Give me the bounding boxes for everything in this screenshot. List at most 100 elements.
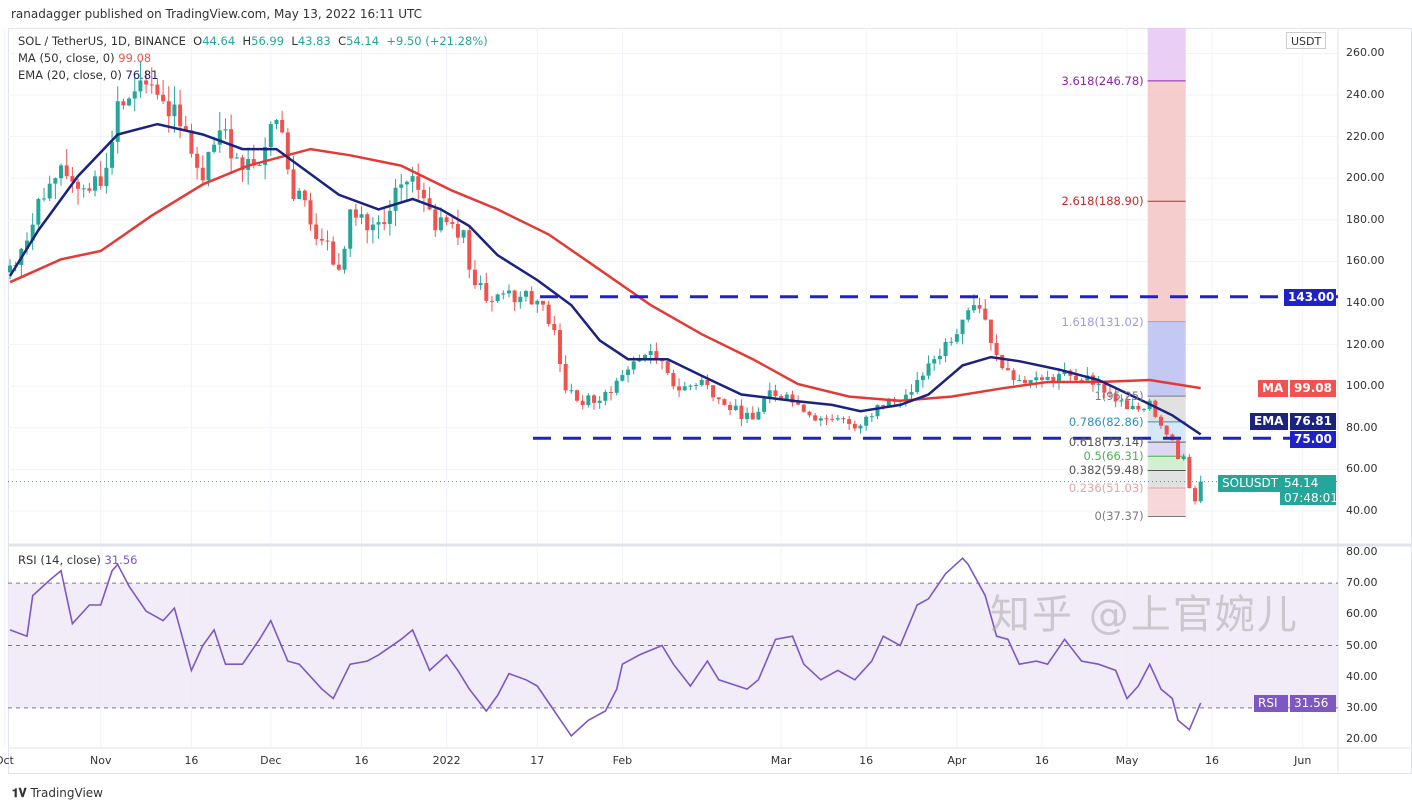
candle-body [994, 342, 999, 355]
candle-body [1051, 376, 1056, 384]
price-tick-label: 200.00 [1346, 171, 1385, 185]
candle-body [756, 411, 761, 420]
candle-body [609, 392, 614, 394]
legend-rsi[interactable]: RSI (14, close) 31.56 [18, 553, 137, 567]
rsi-label: RSI (14, close) [18, 553, 101, 567]
candle-body [1193, 488, 1198, 502]
candle-body [881, 404, 886, 407]
rsi-badge-label: RSI [1254, 695, 1288, 712]
candle-body [506, 290, 511, 294]
candle-body [104, 167, 109, 186]
ma-label: MA (50, close, 0) [18, 51, 115, 65]
time-tick-label: Dec [260, 754, 282, 767]
candle-body [909, 392, 914, 395]
price-tick-label: 80.00 [1346, 420, 1378, 434]
candle-body [195, 153, 200, 168]
symbol-name[interactable]: SOL / TetherUS, 1D, BINANCE [18, 34, 186, 48]
candle-body [410, 176, 415, 182]
time-tick-label: 17 [530, 754, 545, 767]
candle-body [1102, 384, 1107, 393]
candle-body [433, 209, 438, 231]
rsi-tick-label: 80.00 [1346, 545, 1378, 558]
candle-body [121, 101, 126, 106]
candle-body [42, 198, 47, 200]
candle-body [869, 416, 874, 418]
candle-body [1034, 377, 1039, 381]
candle-body [1142, 409, 1146, 411]
candle-body [682, 386, 687, 391]
candle-body [773, 390, 778, 397]
currency-badge[interactable]: USDT [1286, 32, 1327, 49]
candle-body [53, 178, 58, 184]
candle-body [370, 224, 375, 231]
fib-zone [1147, 201, 1186, 322]
candle-body [1056, 374, 1061, 384]
fib-level-label: 2.618(188.90) [1061, 194, 1144, 209]
candle-body [643, 355, 648, 359]
candle-body [1176, 440, 1181, 459]
price-tick-label: 60.00 [1346, 462, 1378, 476]
candle-body [1045, 376, 1050, 380]
time-tick-label: 16 [354, 754, 369, 767]
price-tick-label: 100.00 [1346, 379, 1385, 393]
time-tick-label: Apr [947, 754, 967, 767]
candle-body [835, 418, 840, 420]
candle-body [223, 129, 228, 131]
low-value: 43.83 [297, 34, 331, 48]
candle-body [319, 238, 324, 241]
watermark: 知乎 @上官婉儿 [990, 592, 1299, 638]
candle-body [920, 375, 925, 380]
price-tick-label: 260.00 [1346, 46, 1385, 60]
candle-body [240, 157, 245, 170]
candle-body [149, 84, 154, 86]
last-price: 54.14 [1284, 476, 1319, 490]
rsi-tick-label: 20.00 [1346, 732, 1378, 746]
candle-body [592, 395, 597, 403]
legend-ema[interactable]: EMA (20, close, 0) 76.81 [18, 68, 158, 82]
price-tick-label: 160.00 [1346, 254, 1385, 268]
candle-body [70, 176, 75, 182]
close-value: 54.14 [346, 34, 380, 48]
price-tick-label: 240.00 [1346, 88, 1385, 101]
rsi-tick-label: 40.00 [1346, 669, 1378, 683]
candle-body [784, 394, 789, 400]
fib-level-label: 0.5(66.31) [1083, 449, 1144, 464]
rsi-value: 31.56 [104, 553, 138, 567]
candle-body [206, 151, 211, 181]
candle-body [796, 402, 801, 405]
candle-body [1181, 456, 1186, 459]
candle-body [875, 404, 880, 417]
candle-body [166, 101, 171, 117]
candle-body [376, 222, 381, 225]
candle-body [382, 222, 387, 224]
rsi-tick-label: 30.00 [1346, 700, 1378, 714]
fib-zone [1147, 28, 1186, 81]
candle-body [263, 147, 268, 165]
tv-logo-icon: 𝟏𝐕 [12, 786, 27, 800]
candle-body [484, 283, 489, 301]
candle-body [1136, 405, 1141, 410]
fib-level-label: 1(95.25) [1094, 389, 1144, 404]
candle-body [1187, 456, 1192, 489]
legend-ma[interactable]: MA (50, close, 0) 99.08 [18, 51, 151, 65]
price-badge: 54.14 07:48:01 [1280, 475, 1338, 505]
tradingview-logo[interactable]: 𝟏𝐕 TradingView [12, 786, 103, 801]
candle-body [399, 184, 404, 188]
candle-body [314, 224, 319, 239]
fib-zone [1147, 488, 1186, 517]
candle-body [983, 308, 988, 320]
candle-body [336, 264, 341, 270]
candle-body [365, 214, 370, 231]
fib-level-label: 0.618(73.14) [1068, 435, 1144, 450]
candle-body [1107, 392, 1112, 394]
candle-body [501, 293, 506, 295]
rsi-tick-label: 50.00 [1346, 638, 1378, 652]
candle-body [586, 395, 591, 406]
candle-body [563, 363, 568, 391]
time-tick-label: Oct [0, 754, 14, 767]
candle-body [1011, 370, 1016, 381]
candle-body [285, 132, 290, 170]
candle-body [217, 130, 222, 145]
candle-body [47, 183, 52, 199]
